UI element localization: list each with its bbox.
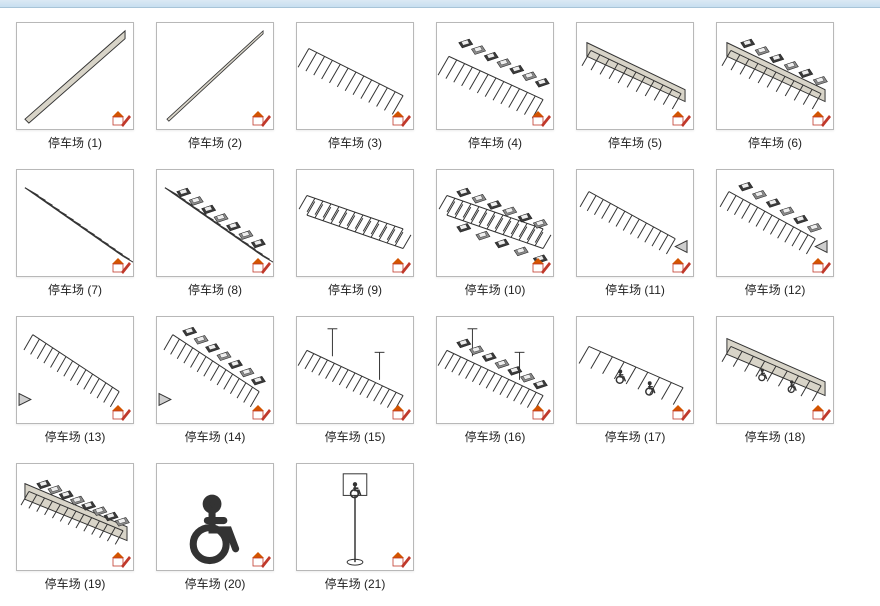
sketchup-badge-icon <box>529 256 551 274</box>
file-thumbnail[interactable] <box>576 22 694 130</box>
file-thumbnail[interactable] <box>716 169 834 277</box>
file-thumbnail[interactable] <box>16 463 134 571</box>
file-item[interactable]: 停车场 (12) <box>716 169 834 298</box>
sketchup-badge-icon <box>249 109 271 127</box>
file-item[interactable]: 停车场 (5) <box>576 22 694 151</box>
file-label: 停车场 (8) <box>188 281 242 298</box>
file-item[interactable]: 停车场 (11) <box>576 169 694 298</box>
sketchup-badge-icon <box>249 256 271 274</box>
sketchup-badge-icon <box>529 403 551 421</box>
file-thumbnail[interactable] <box>436 316 554 424</box>
file-item[interactable]: 停车场 (4) <box>436 22 554 151</box>
file-thumbnail[interactable] <box>436 22 554 130</box>
file-label: 停车场 (9) <box>328 281 382 298</box>
file-thumbnail[interactable] <box>576 316 694 424</box>
file-item[interactable]: 停车场 (3) <box>296 22 414 151</box>
file-label: 停车场 (7) <box>48 281 102 298</box>
file-label: 停车场 (12) <box>745 281 806 298</box>
file-label: 停车场 (6) <box>748 134 802 151</box>
file-thumbnail[interactable] <box>296 22 414 130</box>
file-label: 停车场 (21) <box>325 575 386 592</box>
sketchup-badge-icon <box>389 403 411 421</box>
file-label: 停车场 (14) <box>185 428 246 445</box>
file-label: 停车场 (15) <box>325 428 386 445</box>
file-item[interactable]: 停车场 (21) <box>296 463 414 592</box>
file-thumbnail[interactable] <box>16 22 134 130</box>
file-label: 停车场 (13) <box>45 428 106 445</box>
sketchup-badge-icon <box>249 403 271 421</box>
file-thumbnail[interactable] <box>716 22 834 130</box>
sketchup-badge-icon <box>669 109 691 127</box>
file-thumbnail[interactable] <box>156 463 274 571</box>
file-thumbnail[interactable] <box>156 22 274 130</box>
file-item[interactable]: 停车场 (19) <box>16 463 134 592</box>
sketchup-badge-icon <box>389 109 411 127</box>
file-item[interactable]: 停车场 (15) <box>296 316 414 445</box>
file-item[interactable]: 停车场 (9) <box>296 169 414 298</box>
sketchup-badge-icon <box>669 403 691 421</box>
thumbnail-grid: 停车场 (1) 停车场 (2) 停车场 (3) 停车场 (4) 停车场 (5) 停车场 (… <box>0 8 880 606</box>
file-thumbnail[interactable] <box>716 316 834 424</box>
file-label: 停车场 (2) <box>188 134 242 151</box>
sketchup-badge-icon <box>109 403 131 421</box>
file-thumbnail[interactable] <box>16 169 134 277</box>
file-item[interactable]: 停车场 (10) <box>436 169 554 298</box>
file-item[interactable]: 停车场 (16) <box>436 316 554 445</box>
file-label: 停车场 (4) <box>468 134 522 151</box>
file-item[interactable]: 停车场 (13) <box>16 316 134 445</box>
file-thumbnail[interactable] <box>576 169 694 277</box>
file-label: 停车场 (18) <box>745 428 806 445</box>
sketchup-badge-icon <box>529 109 551 127</box>
sketchup-badge-icon <box>809 403 831 421</box>
file-thumbnail[interactable] <box>436 169 554 277</box>
file-thumbnail[interactable] <box>296 463 414 571</box>
file-thumbnail[interactable] <box>156 169 274 277</box>
file-label: 停车场 (3) <box>328 134 382 151</box>
sketchup-badge-icon <box>389 256 411 274</box>
file-item[interactable]: 停车场 (7) <box>16 169 134 298</box>
file-item[interactable]: 停车场 (20) <box>156 463 274 592</box>
sketchup-badge-icon <box>109 109 131 127</box>
file-thumbnail[interactable] <box>296 316 414 424</box>
sketchup-badge-icon <box>809 256 831 274</box>
file-label: 停车场 (16) <box>465 428 526 445</box>
sketchup-badge-icon <box>109 550 131 568</box>
file-label: 停车场 (10) <box>465 281 526 298</box>
file-item[interactable]: 停车场 (6) <box>716 22 834 151</box>
file-label: 停车场 (19) <box>45 575 106 592</box>
sketchup-badge-icon <box>669 256 691 274</box>
file-thumbnail[interactable] <box>16 316 134 424</box>
file-thumbnail[interactable] <box>156 316 274 424</box>
window-header <box>0 0 880 8</box>
sketchup-badge-icon <box>109 256 131 274</box>
file-thumbnail[interactable] <box>296 169 414 277</box>
file-item[interactable]: 停车场 (17) <box>576 316 694 445</box>
file-label: 停车场 (11) <box>605 281 665 298</box>
file-label: 停车场 (1) <box>48 134 102 151</box>
file-label: 停车场 (20) <box>185 575 246 592</box>
sketchup-badge-icon <box>809 109 831 127</box>
file-item[interactable]: 停车场 (14) <box>156 316 274 445</box>
file-label: 停车场 (5) <box>608 134 662 151</box>
file-item[interactable]: 停车场 (18) <box>716 316 834 445</box>
file-item[interactable]: 停车场 (8) <box>156 169 274 298</box>
sketchup-badge-icon <box>389 550 411 568</box>
file-item[interactable]: 停车场 (2) <box>156 22 274 151</box>
file-label: 停车场 (17) <box>605 428 666 445</box>
file-item[interactable]: 停车场 (1) <box>16 22 134 151</box>
sketchup-badge-icon <box>249 550 271 568</box>
